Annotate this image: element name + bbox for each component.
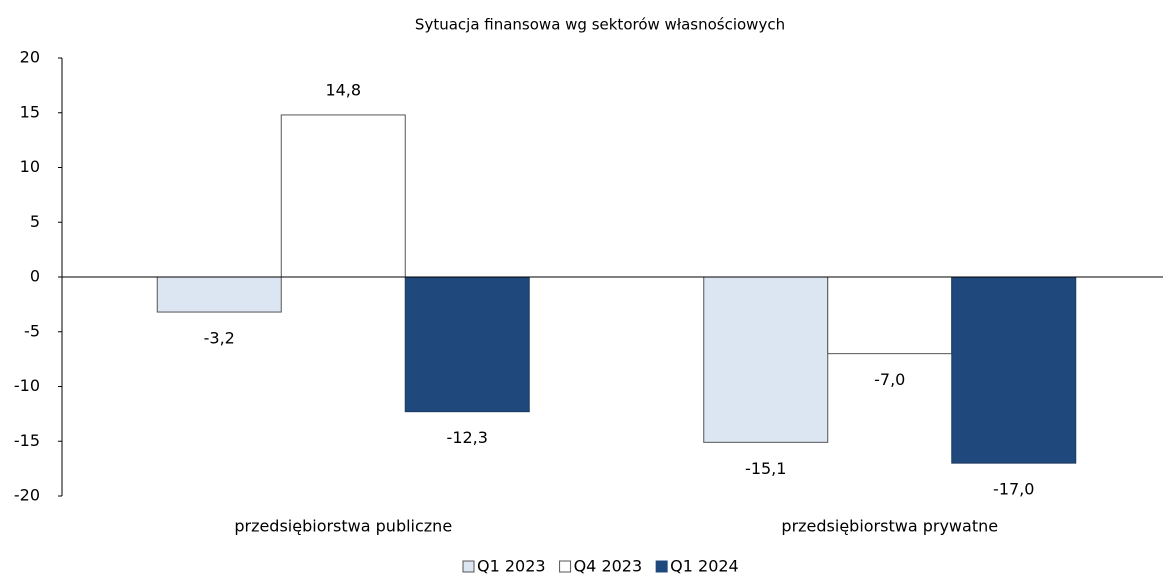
y-tick-label: 0 — [30, 267, 40, 286]
legend-label: Q1 2024 — [670, 557, 739, 576]
y-tick-label: -20 — [14, 486, 40, 505]
legend-swatch — [559, 560, 572, 573]
y-tick-label: 10 — [20, 157, 40, 176]
bar — [156, 276, 282, 313]
bar — [951, 276, 1077, 464]
legend-swatch — [462, 560, 475, 573]
y-tick-label: 5 — [30, 212, 40, 231]
y-tick-label: -5 — [24, 321, 40, 340]
value-label: -15,1 — [745, 459, 786, 478]
legend-label: Q1 2023 — [477, 557, 546, 576]
chart-title: Sytuacja finansowa wg sektorów własności… — [415, 16, 785, 34]
value-label: -12,3 — [447, 428, 488, 447]
y-tick-label: 15 — [20, 102, 40, 121]
value-label: -17,0 — [993, 480, 1034, 499]
y-tick-label: -10 — [14, 376, 40, 395]
y-tick-label: 20 — [20, 48, 40, 67]
x-tick-label: przedsiębiorstwa publiczne — [234, 517, 452, 536]
bar — [404, 276, 530, 413]
legend-swatch — [655, 560, 668, 573]
bar — [703, 276, 829, 443]
bar — [280, 114, 406, 278]
value-label: 14,8 — [325, 80, 361, 99]
legend-label: Q4 2023 — [574, 557, 643, 576]
value-label: -3,2 — [204, 329, 235, 348]
bar — [827, 276, 953, 355]
value-label: -7,0 — [874, 370, 905, 389]
x-tick-label: przedsiębiorstwa prywatne — [781, 517, 998, 536]
y-tick-label: -15 — [14, 431, 40, 450]
